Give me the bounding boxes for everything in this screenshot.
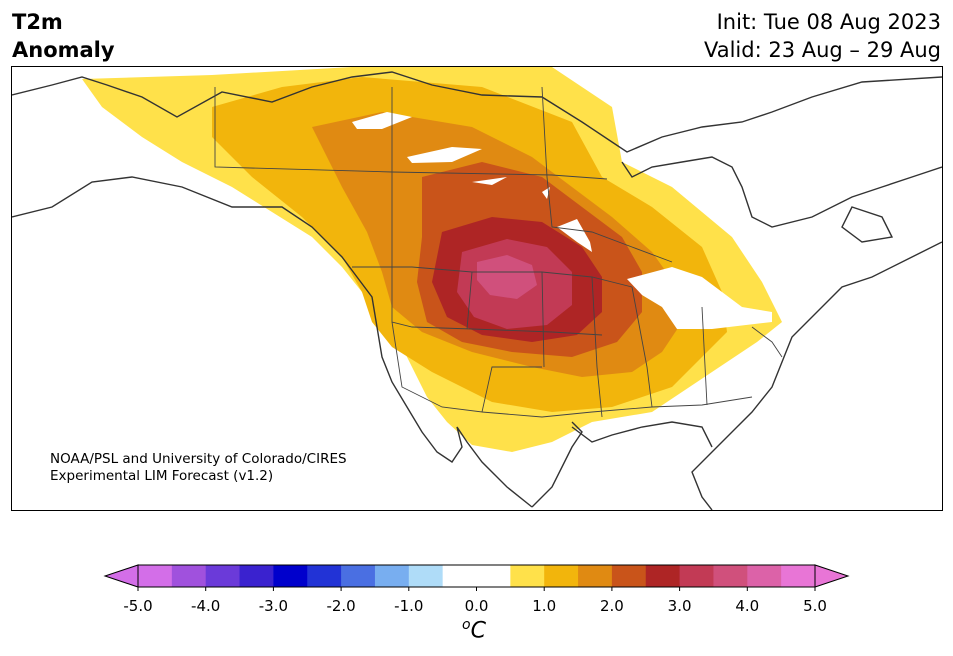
lake-shape bbox=[407, 147, 482, 163]
colorbar-cell bbox=[307, 565, 342, 587]
colorbar-cell bbox=[510, 565, 545, 587]
colorbar-cell bbox=[781, 565, 816, 587]
colorbar-cell bbox=[273, 565, 308, 587]
colorbar-tick-label: 2.0 bbox=[600, 597, 624, 615]
credit-line-2: Experimental LIM Forecast (v1.2) bbox=[50, 468, 273, 484]
colorbar-cell bbox=[476, 565, 511, 587]
anomaly-map: NOAA/PSL and University of Colorado/CIRE… bbox=[12, 67, 942, 510]
colorbar-tick-label: -4.0 bbox=[191, 597, 220, 615]
colorbar-cell bbox=[239, 565, 274, 587]
colorbar-tick-label: 3.0 bbox=[668, 597, 692, 615]
credit-line-1: NOAA/PSL and University of Colorado/CIRE… bbox=[50, 451, 347, 467]
colorbar-tick-label: -3.0 bbox=[259, 597, 288, 615]
forecast-dates: Init: Tue 08 Aug 2023 Valid: 23 Aug – 29… bbox=[704, 8, 941, 64]
colorbar-tick-label: 0.0 bbox=[465, 597, 489, 615]
colorbar-cell bbox=[442, 565, 477, 587]
valid-range: Valid: 23 Aug – 29 Aug bbox=[703, 38, 941, 62]
lake-shape bbox=[472, 177, 507, 185]
colorbar-tick-label: -2.0 bbox=[326, 597, 355, 615]
unit-degree: o bbox=[462, 617, 471, 633]
great-lakes-shape bbox=[627, 267, 772, 329]
colorbar-cell bbox=[408, 565, 444, 587]
colorbar-extend-min bbox=[103, 564, 139, 588]
map-panel: NOAA/PSL and University of Colorado/CIRE… bbox=[11, 66, 943, 511]
colorbar-cell bbox=[645, 565, 681, 587]
colorbar-cell bbox=[138, 565, 173, 587]
unit-celsius: C bbox=[470, 618, 486, 644]
colorbar-tick-label: 1.0 bbox=[532, 597, 556, 615]
colorbar-cell bbox=[578, 565, 613, 587]
colorbar-cells bbox=[103, 564, 850, 588]
colorbar-cell bbox=[679, 565, 714, 587]
lake-shape bbox=[352, 112, 412, 129]
colorbar-tick-label: 5.0 bbox=[803, 597, 827, 615]
colorbar-cell bbox=[747, 565, 782, 587]
colorbar-tick-label: 4.0 bbox=[735, 597, 759, 615]
colorbar-ticks: -5.0 -4.0 -3.0 -2.0 -1.0 0.0 1.0 2.0 3.0 4.0 5.0 bbox=[123, 587, 827, 615]
colorbar-cell bbox=[341, 565, 376, 587]
title-line-2: Anomaly bbox=[12, 38, 115, 62]
colorbar-cell bbox=[611, 565, 647, 587]
colorbar-cell bbox=[544, 565, 579, 587]
init-date: Init: Tue 08 Aug 2023 bbox=[716, 10, 941, 34]
political-borders bbox=[214, 86, 783, 418]
lake-shape bbox=[557, 219, 592, 252]
colorbar-cell bbox=[205, 565, 241, 587]
colorbar-tick-label: -5.0 bbox=[123, 597, 152, 615]
colorbar-cell bbox=[374, 565, 410, 587]
colorbar-cell bbox=[171, 565, 207, 587]
colorbar-extend-max bbox=[814, 564, 850, 588]
colorbar-cell bbox=[713, 565, 748, 587]
map-title: T2m Anomaly bbox=[12, 8, 115, 64]
colorbar-unit: oC bbox=[462, 617, 486, 643]
anomaly-region-3-5 bbox=[477, 255, 537, 299]
coastlines bbox=[12, 71, 942, 510]
colorbar-tick-label: -1.0 bbox=[394, 597, 423, 615]
title-line-1: T2m bbox=[12, 10, 63, 34]
